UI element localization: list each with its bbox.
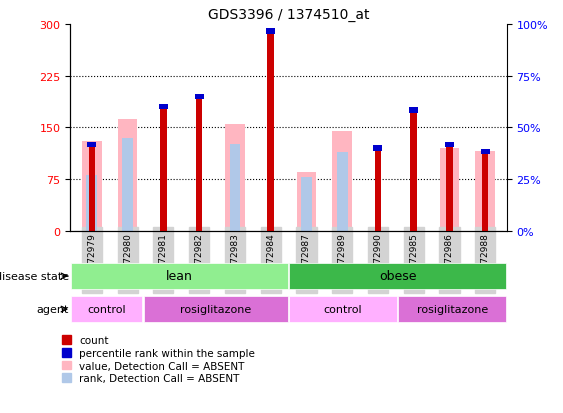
Bar: [87, 142, 96, 148]
Text: control: control: [324, 304, 363, 314]
Bar: [196, 97, 202, 231]
Bar: [399, 296, 506, 323]
Bar: [301, 178, 312, 231]
Bar: [82, 142, 102, 231]
Bar: [446, 145, 453, 231]
Text: control: control: [87, 304, 126, 314]
Bar: [475, 152, 495, 231]
Bar: [373, 146, 382, 152]
Bar: [266, 29, 275, 34]
Bar: [289, 263, 506, 290]
Text: rosiglitazone: rosiglitazone: [417, 304, 488, 314]
Bar: [71, 263, 288, 290]
Bar: [375, 149, 381, 231]
Bar: [267, 32, 274, 231]
Title: GDS3396 / 1374510_at: GDS3396 / 1374510_at: [208, 8, 369, 22]
Bar: [71, 296, 142, 323]
Bar: [440, 149, 459, 231]
Text: agent: agent: [37, 304, 69, 314]
Text: lean: lean: [166, 270, 193, 283]
Bar: [410, 111, 417, 231]
Bar: [297, 173, 316, 231]
Bar: [118, 120, 137, 231]
Text: rosiglitazone: rosiglitazone: [180, 304, 252, 314]
Bar: [332, 131, 352, 231]
Legend: count, percentile rank within the sample, value, Detection Call = ABSENT, rank, : count, percentile rank within the sample…: [61, 336, 255, 383]
Bar: [409, 108, 418, 114]
Bar: [289, 296, 397, 323]
Bar: [230, 145, 240, 231]
Bar: [195, 94, 204, 100]
Bar: [445, 142, 454, 148]
Bar: [337, 153, 347, 231]
Text: disease state: disease state: [0, 271, 69, 281]
Bar: [87, 176, 97, 231]
Bar: [225, 125, 245, 231]
Bar: [160, 107, 167, 231]
Text: obese: obese: [379, 270, 417, 283]
Bar: [88, 145, 95, 231]
Bar: [159, 104, 168, 110]
Bar: [144, 296, 288, 323]
Bar: [481, 150, 490, 155]
Bar: [122, 138, 133, 231]
Bar: [482, 152, 489, 231]
